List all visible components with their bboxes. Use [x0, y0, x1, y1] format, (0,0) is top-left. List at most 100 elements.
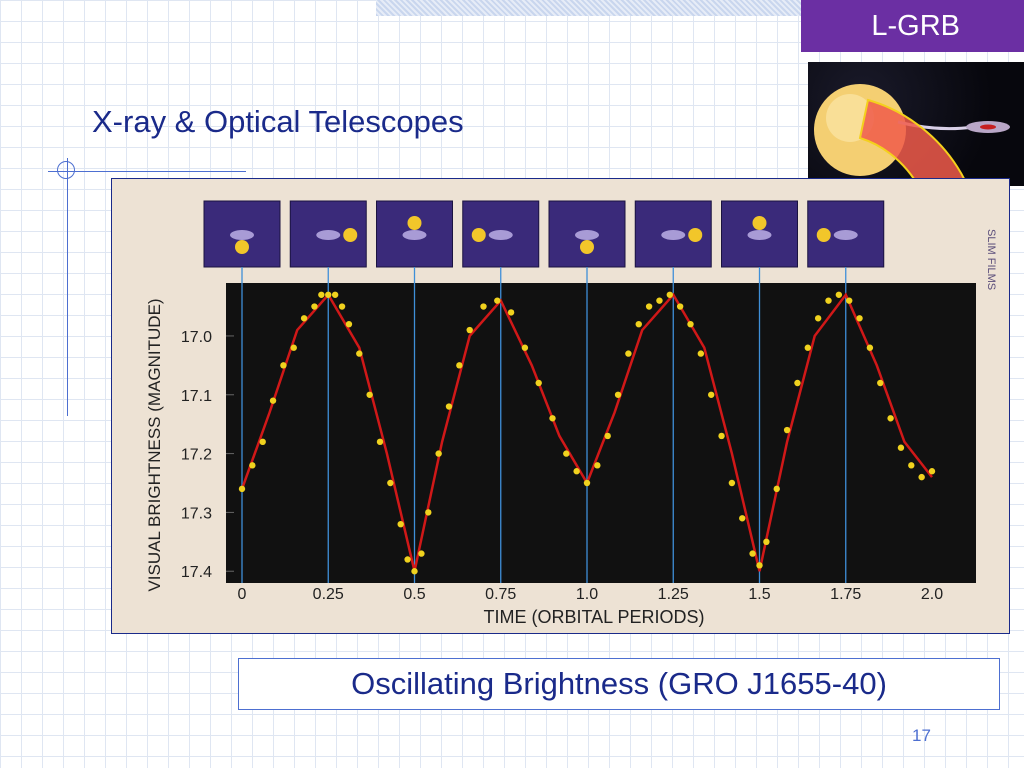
orbit-star — [343, 228, 358, 242]
data-point — [794, 379, 801, 387]
y-tick-label: 17.3 — [181, 505, 212, 522]
orbit-panel — [721, 200, 798, 268]
data-point — [549, 415, 556, 422]
data-point — [456, 362, 463, 369]
x-tick-label: 1.0 — [576, 586, 598, 603]
orbit-disk — [316, 230, 341, 240]
data-point — [290, 344, 297, 351]
x-tick-label: 1.75 — [830, 586, 861, 603]
orbit-panels — [203, 200, 885, 268]
data-point — [749, 550, 756, 557]
data-point — [645, 303, 653, 310]
orbit-star — [471, 228, 486, 242]
data-point — [259, 438, 266, 446]
data-point — [687, 320, 694, 328]
decorative-circle — [57, 161, 75, 179]
orbit-panel — [462, 200, 540, 268]
decorative-line-horizontal — [48, 171, 246, 172]
data-point — [311, 303, 318, 310]
y-axis-label: VISUAL BRIGHTNESS (MAGNITUDE) — [145, 298, 164, 591]
lgrb-tag: L-GRB — [801, 0, 1024, 52]
data-point — [846, 297, 853, 304]
orbit-star — [580, 240, 594, 254]
data-point — [635, 320, 642, 328]
data-point — [614, 391, 622, 398]
data-point — [728, 479, 736, 487]
x-tick-label: 0.25 — [313, 586, 344, 603]
data-point — [583, 479, 591, 487]
data-point — [397, 520, 404, 528]
orbit-disk — [833, 230, 858, 240]
data-point — [480, 303, 487, 310]
data-point — [411, 568, 418, 575]
data-point — [756, 562, 763, 569]
data-point — [918, 473, 925, 481]
x-tick-label: 0 — [238, 586, 247, 603]
orbit-disk — [402, 230, 427, 240]
data-point — [866, 344, 874, 351]
page-number: 17 — [912, 726, 931, 745]
data-point — [897, 444, 905, 451]
x-tick-label: 2.0 — [921, 586, 943, 603]
binary-system-illustration — [808, 62, 1024, 186]
y-tick-label: 17.0 — [181, 329, 212, 346]
orbit-panel — [376, 200, 453, 268]
data-point — [739, 515, 746, 522]
data-point — [928, 468, 936, 475]
x-axis-label: TIME (ORBITAL PERIODS) — [483, 607, 704, 627]
data-point — [300, 315, 308, 322]
data-point — [376, 438, 384, 446]
data-point — [604, 432, 611, 440]
top-decorative-band — [376, 0, 801, 16]
data-point — [435, 450, 442, 457]
orbit-panel — [289, 200, 367, 268]
data-point — [666, 291, 673, 298]
orbit-disk — [230, 230, 254, 240]
data-point — [404, 556, 411, 563]
data-point — [269, 397, 277, 404]
data-point — [594, 462, 601, 469]
accretion-disk-core — [980, 124, 996, 130]
data-point — [280, 362, 287, 369]
data-point — [331, 291, 339, 298]
data-point — [238, 485, 246, 493]
data-point — [783, 426, 791, 434]
x-tick-label: 0.75 — [485, 586, 516, 603]
orbit-star — [688, 228, 703, 242]
decorative-line-vertical — [67, 158, 68, 416]
slide-title: X-ray & Optical Telescopes — [92, 104, 464, 139]
data-point — [708, 391, 715, 398]
image-credit: SLIM FILMS — [985, 229, 997, 290]
orbit-disk — [661, 230, 686, 240]
y-tick-label: 17.4 — [181, 564, 212, 581]
data-point — [718, 432, 725, 440]
data-point — [356, 350, 363, 357]
orbit-panel — [548, 200, 626, 268]
data-point — [835, 291, 843, 298]
x-tick-labels: 0 0.25 0.5 0.75 1.0 1.25 1.5 1.75 2.0 — [238, 586, 944, 603]
data-point — [535, 379, 542, 387]
y-tick-label: 17.2 — [181, 447, 212, 464]
data-point — [507, 309, 515, 316]
data-point — [387, 479, 394, 487]
orbit-panel — [634, 200, 712, 268]
data-point — [804, 344, 811, 351]
data-point — [887, 415, 894, 422]
data-point — [563, 450, 570, 457]
data-point — [656, 297, 663, 304]
data-point — [773, 485, 780, 493]
orbit-star — [235, 240, 249, 254]
data-point — [466, 326, 473, 334]
data-point — [908, 462, 915, 469]
data-point — [325, 291, 332, 298]
data-point — [763, 538, 770, 546]
data-point — [521, 344, 529, 351]
data-point — [418, 550, 425, 557]
data-point — [318, 291, 325, 298]
data-point — [366, 391, 373, 398]
orbit-disk — [747, 230, 772, 240]
x-tick-label: 0.5 — [403, 586, 425, 603]
data-point — [425, 509, 432, 516]
y-tick-labels: 17.0 17.1 17.2 17.3 17.4 — [181, 329, 234, 581]
data-point — [697, 350, 705, 357]
